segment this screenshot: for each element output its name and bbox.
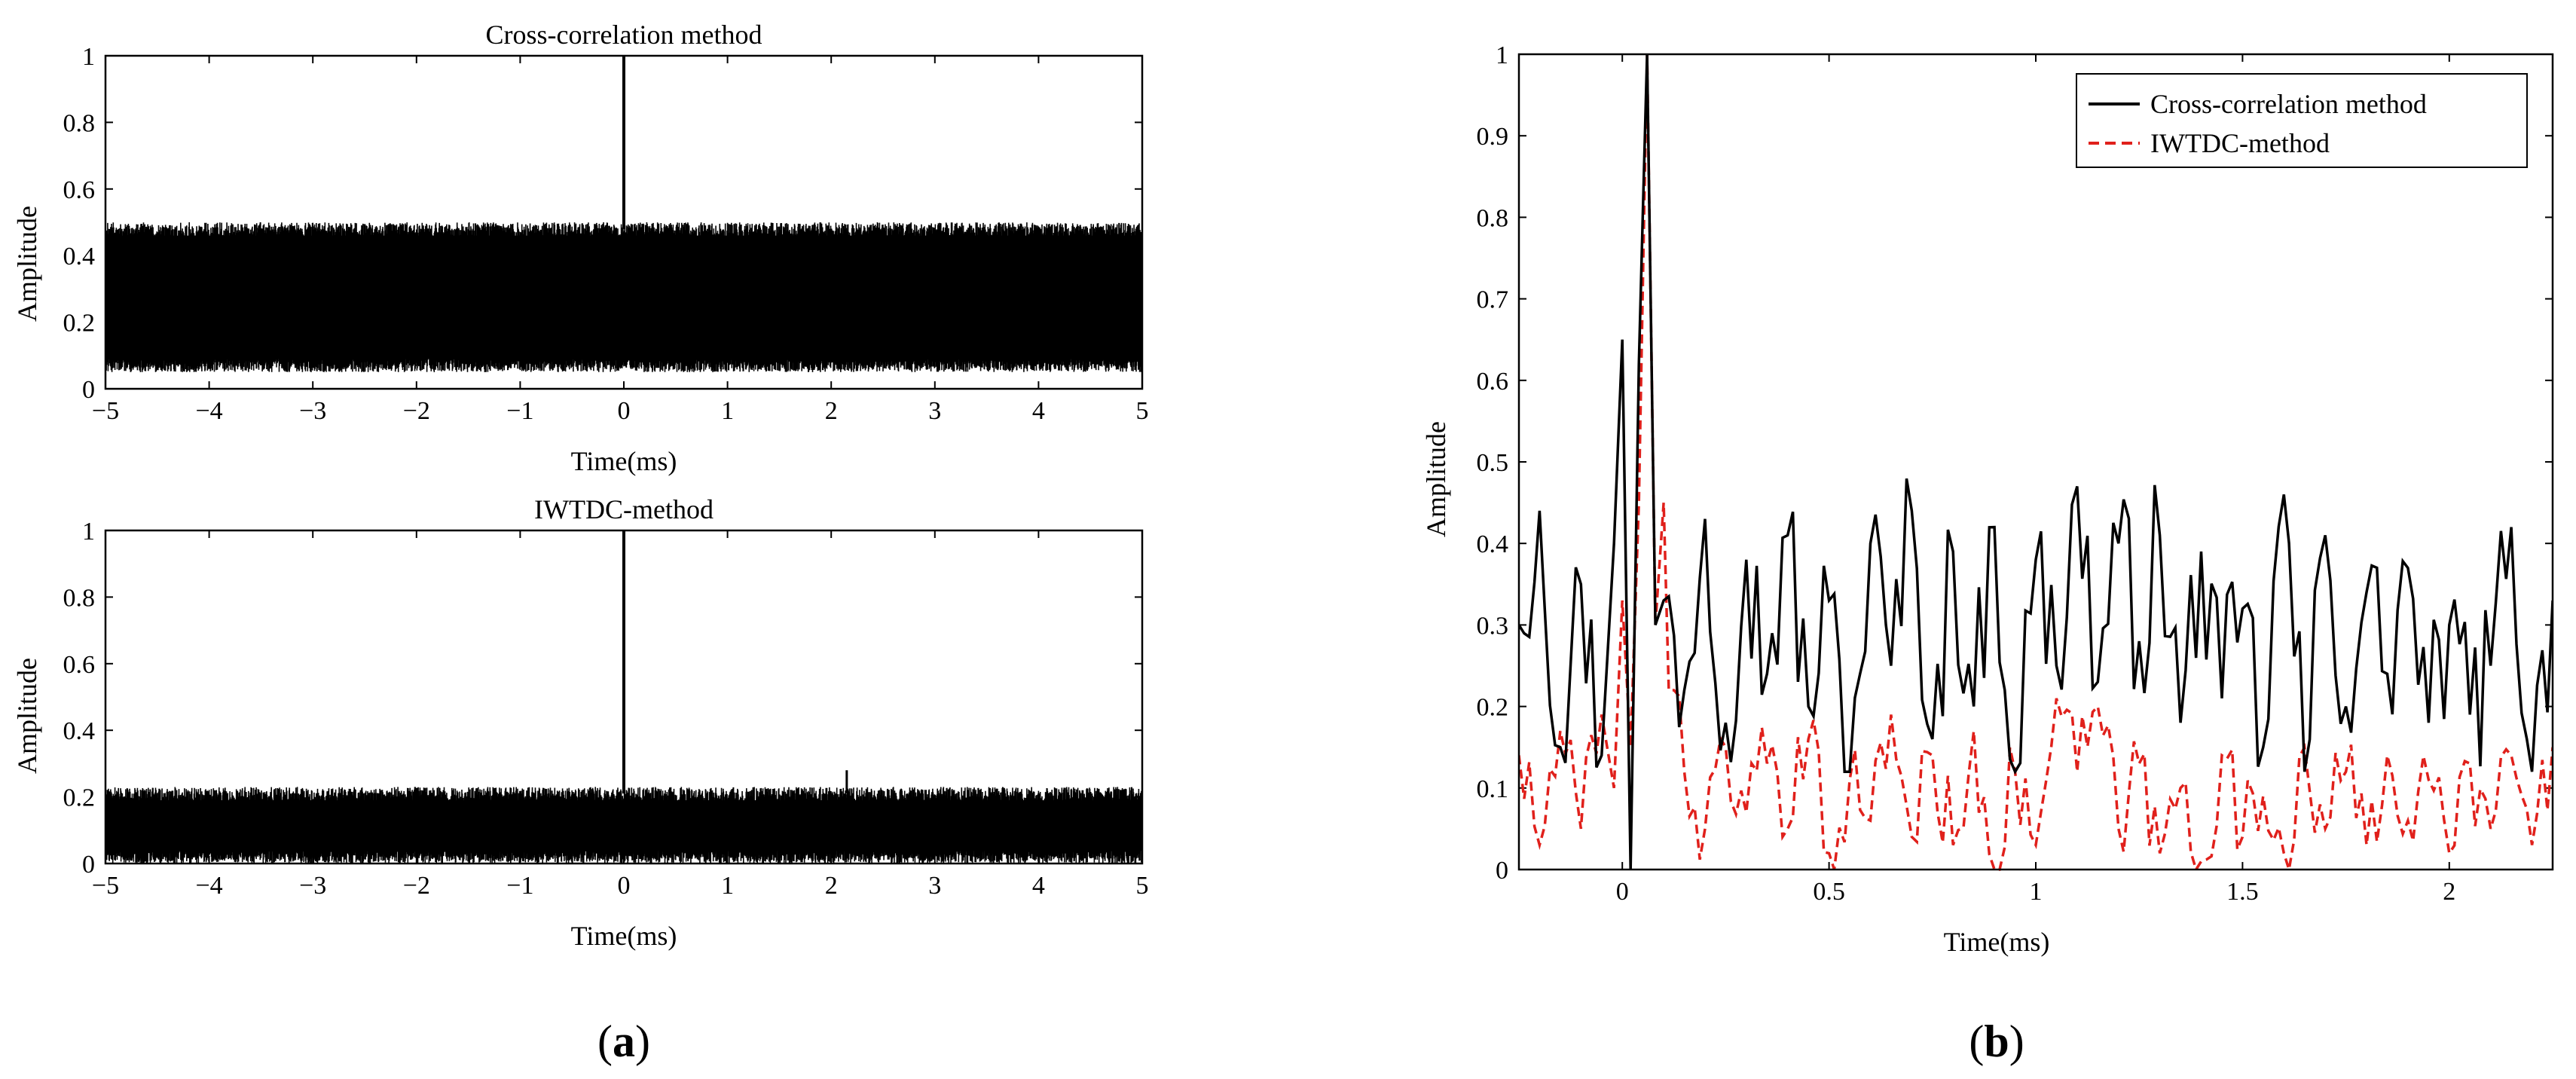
legend-box	[2076, 73, 2528, 168]
chart-b-ytick-label: 0.4	[1477, 530, 1509, 558]
chart-b-ytick-label: 0.8	[1477, 204, 1509, 232]
chart-b-frame	[1517, 53, 2554, 871]
chart-a-top-xtick-label: 5	[1136, 397, 1149, 425]
chart-b-xtick-label: 0	[1616, 878, 1629, 906]
chart-a-top-ytick-label: 0.6	[63, 176, 96, 204]
chart-a-bottom-ytick-label: 0.8	[63, 584, 96, 612]
chart-a-bottom-ylabel: Amplitude	[12, 658, 42, 774]
panel-label-b: (b)	[1969, 1016, 2024, 1066]
chart-a-bottom-xtick-label: −5	[92, 872, 119, 900]
chart-a-top-ytick-label: 0.2	[63, 310, 96, 338]
chart-a-top-xtick-label: 2	[825, 397, 838, 425]
chart-a-top-xtick-label: −3	[299, 397, 326, 425]
legend-label-cross-correlation: Cross-correlation method	[2150, 89, 2427, 119]
chart-a-bottom-xtick-label: −3	[299, 872, 326, 900]
chart-a-top-xtick-label: −5	[92, 397, 119, 425]
chart-b-ytick-label: 0.3	[1477, 612, 1509, 640]
chart-a-top-ytick-label: 1	[82, 43, 95, 71]
chart-a-bottom-xtick-label: 4	[1032, 872, 1045, 900]
chart-b-ytick-label: 0.7	[1477, 286, 1509, 314]
chart-a-bottom: IWTDC-method −5 −4 −3 −2 −1 0 1 2 3 4 5 0 0.2 0.4 0.6 0…	[12, 494, 1149, 951]
chart-a-top-xtick-label: 3	[928, 397, 941, 425]
chart-a-top-frame	[104, 54, 1144, 390]
chart-a-top-xtick-label: −4	[196, 397, 223, 425]
chart-b-xtick-label: 1	[2030, 878, 2043, 906]
chart-a-top-xtick-label: 1	[721, 397, 734, 425]
chart-a-top-xtick-label: 0	[618, 397, 631, 425]
chart-a-bottom-xtick-label: 3	[928, 872, 941, 900]
chart-b-xtick-label: 1.5	[2226, 878, 2259, 906]
chart-b-xtick-label: 0.5	[1813, 878, 1845, 906]
chart-a-top-series-body	[105, 235, 1142, 359]
chart-b-series-iwtdc	[1519, 53, 2553, 871]
chart-a-top-title: Cross-correlation method	[486, 20, 762, 50]
chart-a-top: Cross-correlation method −5 −4 −3 −2 −1 0 1 2 3 4…	[12, 20, 1149, 476]
chart-a-top-ytick-label: 0	[82, 376, 95, 404]
chart-b: 0 0.5 1 1.5 2 0 0.1 0.2 0.3 0.4 0.5 0.6 0.7 0.8 0.9 1 A…	[1421, 41, 2554, 957]
chart-a-top-xtick-label: 4	[1032, 397, 1045, 425]
chart-a-bottom-xtick-label: −4	[196, 872, 223, 900]
chart-b-ytick-label: 0.5	[1477, 449, 1509, 477]
chart-a-top-ytick-label: 0.4	[63, 243, 96, 271]
chart-a-bottom-xtick-label: 5	[1136, 872, 1149, 900]
chart-a-top-plot: −5 −4 −3 −2 −1 0 1 2 3 4 5 0 0.2 0.4 0.6 0.8 1	[63, 43, 1149, 425]
chart-b-ytick-label: 0.2	[1477, 694, 1509, 722]
chart-a-bottom-ytick-label: 0.2	[63, 784, 96, 812]
chart-b-plot: 0 0.5 1 1.5 2 0 0.1 0.2 0.3 0.4 0.5 0.6 0.7 0.8 0.9 1	[1477, 41, 2554, 906]
chart-b-legend: Cross-correlation method IWTDC-method	[2076, 73, 2528, 168]
panel-label-a: (a)	[597, 1016, 650, 1066]
chart-a-bottom-xtick-label: 2	[825, 872, 838, 900]
chart-b-ytick-label: 0.9	[1477, 123, 1509, 151]
chart-a-bottom-ytick-label: 0	[82, 851, 95, 879]
chart-a-bottom-xtick-label: −1	[506, 872, 533, 900]
chart-a-bottom-series-body	[105, 800, 1142, 851]
chart-b-ytick-label: 1	[1496, 41, 1508, 69]
chart-b-xlabel: Time(ms)	[1944, 927, 2050, 957]
chart-a-bottom-title: IWTDC-method	[534, 494, 714, 524]
chart-a-top-xtick-label: −1	[506, 397, 533, 425]
chart-a-bottom-xtick-label: 0	[618, 872, 631, 900]
chart-a-bottom-ytick-label: 0.4	[63, 717, 96, 745]
chart-b-ylabel: Amplitude	[1421, 421, 1451, 537]
chart-a-bottom-frame	[104, 529, 1144, 865]
chart-a-top-ylabel: Amplitude	[12, 206, 42, 322]
chart-a-top-xtick-label: −2	[403, 397, 430, 425]
chart-a-bottom-xtick-label: 1	[721, 872, 734, 900]
chart-b-ytick-label: 0	[1496, 857, 1508, 885]
chart-a-bottom-plot: −5 −4 −3 −2 −1 0 1 2 3 4 5 0 0.2 0.4 0.6 0.8 1	[63, 518, 1149, 900]
chart-a-bottom-ytick-label: 0.6	[63, 651, 96, 679]
chart-a-top-ytick-label: 0.8	[63, 109, 96, 137]
chart-b-xtick-label: 2	[2443, 878, 2455, 906]
chart-a-bottom-xtick-label: −2	[403, 872, 430, 900]
chart-a-top-xlabel: Time(ms)	[571, 446, 677, 476]
chart-a-bottom-ytick-label: 1	[82, 518, 95, 546]
chart-a-bottom-xlabel: Time(ms)	[571, 921, 677, 951]
legend-label-iwtdc: IWTDC-method	[2150, 128, 2330, 158]
chart-b-ytick-label: 0.1	[1477, 775, 1509, 803]
chart-b-ytick-label: 0.6	[1477, 368, 1509, 396]
chart-b-series-cross-correlation	[1519, 53, 2553, 870]
